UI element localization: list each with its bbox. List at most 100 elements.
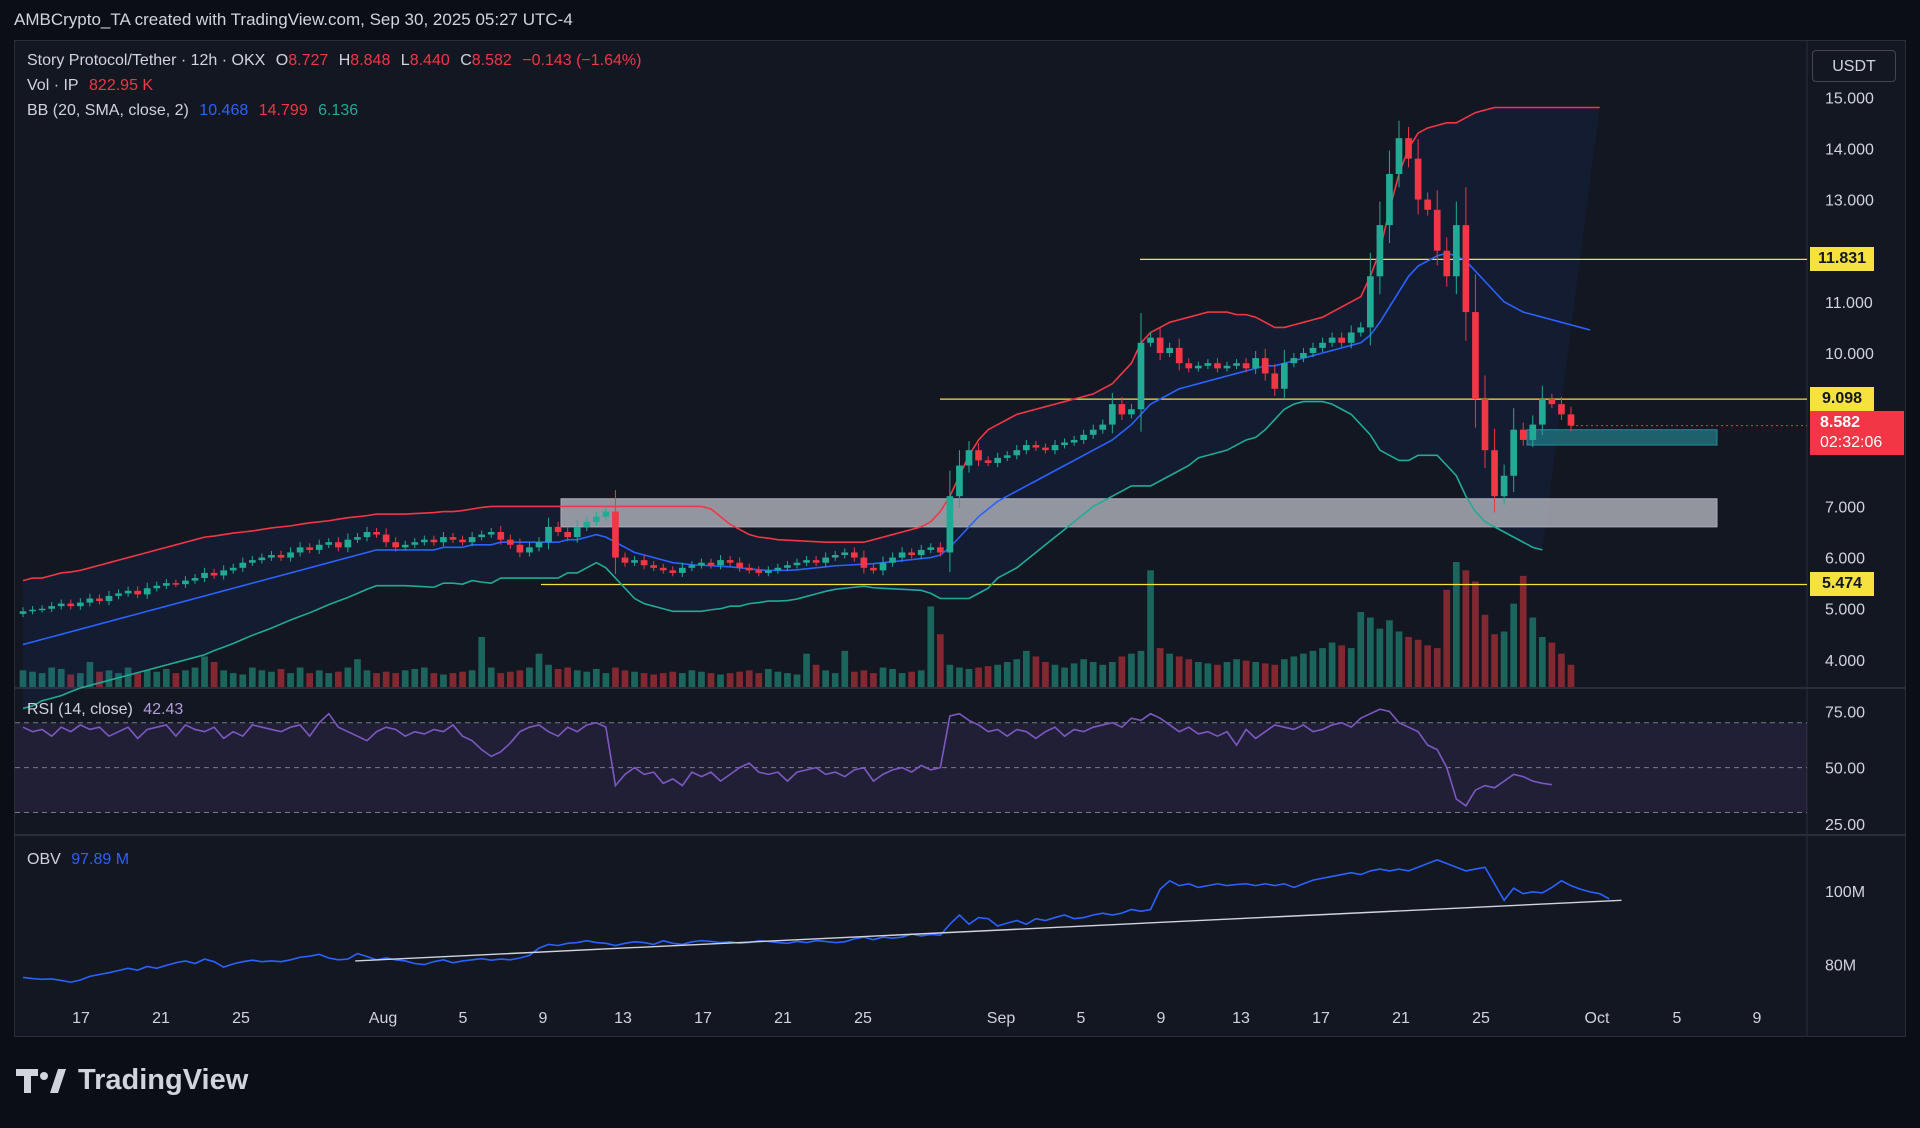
- volume-bar: [105, 670, 113, 687]
- candle-body: [965, 450, 973, 466]
- volume-bar: [1128, 653, 1135, 687]
- volume-bar: [1462, 570, 1470, 687]
- volume-bar: [315, 670, 323, 687]
- candle-body: [1185, 363, 1193, 369]
- time-axis-tick: Sep: [987, 1010, 1016, 1027]
- candle-body: [1271, 373, 1279, 389]
- volume-bar: [134, 673, 142, 687]
- chart-frame[interactable]: 15.000 14.000 13.000 11.000 10.000 7.000 6.000…: [14, 40, 1906, 1037]
- legend-obv-label[interactable]: OBV: [27, 851, 61, 868]
- candle-body: [373, 532, 380, 535]
- volume-bar: [115, 673, 122, 687]
- volume-bar: [707, 673, 715, 687]
- currency-button[interactable]: USDT: [1812, 50, 1896, 82]
- time-axis-tick: 17: [72, 1010, 90, 1027]
- tradingview-logo[interactable]: TradingView: [16, 1064, 248, 1097]
- volume-bar: [631, 671, 638, 687]
- candle-body: [153, 585, 161, 589]
- bb-band-fill: [23, 107, 1600, 709]
- volume-bar: [1223, 662, 1231, 687]
- volume-bar: [124, 667, 132, 687]
- volume-bar: [1309, 650, 1317, 687]
- candle-body: [612, 511, 619, 558]
- volume-bar: [583, 671, 591, 687]
- rsi-axis-tick: 25.00: [1825, 817, 1865, 834]
- candle-body: [659, 567, 667, 571]
- candle-body: [956, 465, 963, 497]
- price-axis-tick: 6.000: [1825, 551, 1865, 568]
- chart-canvas[interactable]: 15.000 14.000 13.000 11.000 10.000 7.000 6.000…: [15, 41, 1905, 1036]
- candle-body: [478, 534, 486, 538]
- volume-bar: [745, 670, 753, 687]
- candle-body: [182, 580, 189, 585]
- candle-body: [707, 562, 715, 566]
- candle-body: [1472, 312, 1479, 400]
- volume-bar: [1347, 648, 1355, 687]
- candle-body: [268, 555, 275, 558]
- candle-body: [201, 572, 208, 579]
- obv-trendline: [355, 899, 1622, 962]
- candle-body: [86, 598, 94, 603]
- candle-body: [1414, 158, 1422, 200]
- candle-body: [1080, 434, 1088, 440]
- volume-bar: [382, 671, 390, 687]
- price-axis-tick: 4.000: [1825, 653, 1865, 670]
- rsi-line: [22, 708, 1552, 807]
- candle-body: [48, 606, 56, 609]
- volume-bar: [526, 667, 533, 687]
- candle-body: [698, 562, 705, 566]
- candle-body: [411, 542, 419, 545]
- volume-bar: [1376, 628, 1384, 687]
- candle-body: [841, 552, 849, 556]
- last-price-tag: 8.582 02:32:06: [1810, 410, 1904, 455]
- legend-bb-upper: 14.799: [258, 102, 308, 119]
- candle-body: [573, 526, 581, 538]
- volume-bar: [831, 673, 839, 687]
- candle-body: [1338, 337, 1346, 343]
- volume-bar: [449, 673, 457, 687]
- volume-bar: [1280, 659, 1288, 687]
- candle-body: [850, 552, 858, 558]
- legend-close-label: C: [460, 52, 472, 69]
- legend-symbol[interactable]: Story Protocol/Tether · 12h · OKX: [27, 52, 266, 69]
- volume-bar: [277, 668, 285, 687]
- volume-bar: [1567, 664, 1575, 687]
- price-axis-tick: 5.000: [1825, 602, 1865, 619]
- volume-bar: [411, 668, 419, 687]
- volume-bar: [516, 670, 524, 687]
- candle-body: [784, 565, 791, 568]
- candle-body: [1357, 327, 1365, 333]
- candle-body: [1223, 365, 1231, 369]
- candle-body: [287, 552, 294, 558]
- volume-bar: [1491, 634, 1498, 687]
- volume-bar: [1443, 589, 1451, 687]
- time-axis-tick: 5: [1673, 1010, 1682, 1027]
- support-zone: [1526, 429, 1718, 446]
- volume-bar: [1261, 663, 1269, 687]
- candle-body: [1194, 365, 1202, 369]
- legend-volume-label[interactable]: Vol · IP: [27, 77, 79, 94]
- volume-bar: [1481, 614, 1489, 687]
- candle-body: [1280, 363, 1288, 389]
- legend-rsi-label[interactable]: RSI (14, close): [27, 701, 133, 718]
- volume-bar: [1319, 648, 1326, 687]
- volume-bar: [784, 673, 791, 687]
- volume-bar: [506, 671, 514, 687]
- volume-bar: [650, 674, 658, 687]
- candle-body: [984, 460, 992, 463]
- legend-bb-label[interactable]: BB (20, SMA, close, 2): [27, 102, 189, 119]
- time-axis-tick: 25: [232, 1010, 250, 1027]
- candle-body: [38, 608, 46, 611]
- volume-bar: [334, 671, 342, 687]
- volume-bar: [1099, 664, 1107, 687]
- volume-bar: [1472, 581, 1479, 687]
- volume-bar: [1529, 617, 1537, 687]
- legend-high-value: 8.848: [350, 52, 391, 69]
- last-price-value: 8.582: [1820, 413, 1861, 431]
- volume-bar: [201, 656, 208, 687]
- time-axis-tick: 21: [1392, 1010, 1410, 1027]
- candle-body: [564, 532, 572, 538]
- volume-bar: [86, 662, 94, 687]
- volume-bar: [1156, 648, 1164, 687]
- volume-bar: [363, 670, 371, 687]
